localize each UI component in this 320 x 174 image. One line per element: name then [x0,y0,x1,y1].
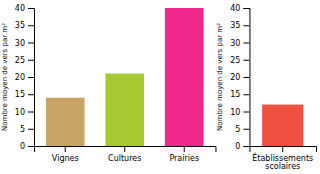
y-tick-label: 15 [230,90,240,99]
y-tick-label: 35 [230,21,240,30]
y-tick: 10 [15,108,34,117]
x-tick-mark [65,146,66,152]
y-tick: 35 [15,21,34,30]
y-tick: 30 [230,39,249,48]
x-tick-label-line: scolaires [265,162,300,171]
y-tick-mark [28,129,34,130]
y-tick-mark [243,94,249,95]
x-tick-mark [184,146,185,152]
plot-area [262,105,303,146]
x-tick: Vignes [52,146,79,163]
y-tick-label: 30 [15,39,25,48]
y-tick-label: 0 [235,142,240,151]
y-tick-mark [243,77,249,78]
bar [262,105,303,146]
y-tick: 40 [15,4,34,13]
y-tick-label: 25 [230,56,240,65]
x-tick-mark [282,146,283,152]
y-tick-mark [28,25,34,26]
x-tick-label-line: Cultures [108,154,141,163]
y-tick-label: 25 [15,56,25,65]
y-tick: 5 [235,125,249,134]
x-tick-label-line: Prairies [169,154,199,163]
y-tick-mark [243,146,249,147]
y-tick-label: 40 [15,4,25,13]
y-tick-mark [28,77,34,78]
y-tick-mark [28,43,34,44]
y-tick-label: 5 [235,125,240,134]
axis-line [243,9,250,147]
y-tick-mark [243,112,249,113]
y-axis: 0 5 10 15 20 25 30 35 40 [230,4,250,151]
y-tick: 0 [20,142,34,151]
y-tick: 15 [15,90,34,99]
x-tick-label: Cultures [108,154,141,163]
panel: Vignes Cultures Prairies 0 5 10 15 20 25 30 35 40 No… [1,4,216,163]
y-tick: 30 [15,39,34,48]
x-tick-mark [124,146,125,152]
y-tick: 20 [15,73,34,82]
y-tick-label: 5 [20,125,25,134]
y-tick-mark [243,60,249,61]
axis-line [250,147,317,153]
chart-svg: Vignes Cultures Prairies 0 5 10 15 20 25 30 35 40 No… [0,0,320,174]
y-tick-label: 35 [15,21,25,30]
chart-container: Vignes Cultures Prairies 0 5 10 15 20 25 30 35 40 No… [0,0,320,174]
y-tick-mark [243,43,249,44]
y-tick-label: 15 [15,90,25,99]
y-tick-mark [28,112,34,113]
x-axis: Établissementsscolaires [250,146,317,171]
y-tick-mark [243,8,249,9]
y-axis-title: Nombre moyen de vers par m² [1,23,9,131]
x-tick-label: Établissementsscolaires [252,152,313,172]
y-tick-mark [243,129,249,130]
plot-area [46,8,204,146]
x-tick-label: Vignes [52,154,79,163]
x-tick-label-line: Vignes [52,154,79,163]
y-tick-mark [28,94,34,95]
y-tick-label: 0 [20,142,25,151]
y-tick: 35 [230,21,249,30]
y-tick: 0 [235,142,249,151]
bar [46,98,85,146]
axis-line [28,9,35,147]
x-tick: Prairies [169,146,199,163]
y-tick-mark [243,25,249,26]
y-axis: 0 5 10 15 20 25 30 35 40 [15,4,35,151]
y-tick-mark [28,146,34,147]
y-tick-label: 40 [230,4,240,13]
y-tick: 25 [230,56,249,65]
axis-line [35,147,216,153]
x-tick: Cultures [108,146,141,163]
bar [165,8,204,146]
y-tick: 5 [20,125,34,134]
y-axis-title: Nombre moyen de vers par m² [216,23,224,131]
y-tick-mark [28,60,34,61]
y-tick-label: 30 [230,39,240,48]
x-tick: Établissementsscolaires [252,146,313,171]
panel: Établissementsscolaires 0 5 10 15 20 25 30 35 40 N… [216,4,316,171]
y-tick-label: 20 [230,73,240,82]
y-tick: 15 [230,90,249,99]
x-axis: Vignes Cultures Prairies [35,146,216,163]
y-tick: 40 [230,4,249,13]
x-tick-label-line: Établissements [252,152,313,163]
y-tick-mark [28,8,34,9]
bar [105,74,144,146]
y-tick: 20 [230,73,249,82]
y-tick-label: 10 [15,108,25,117]
y-tick: 25 [15,56,34,65]
x-tick-label: Prairies [169,154,199,163]
y-tick-label: 20 [15,73,25,82]
y-tick: 10 [230,108,249,117]
y-tick-label: 10 [230,108,240,117]
